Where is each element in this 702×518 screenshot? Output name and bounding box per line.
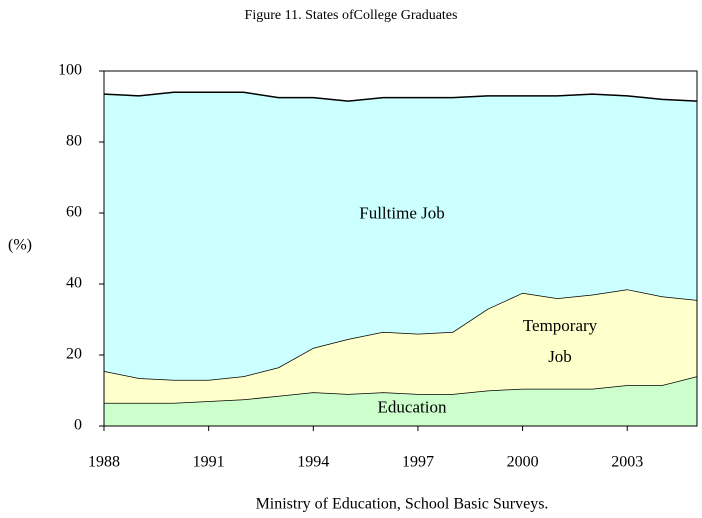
- area: [104, 92, 697, 380]
- y-tick-label: 20: [66, 346, 82, 363]
- y-tick-label: 100: [58, 62, 82, 79]
- area: [104, 376, 697, 426]
- x-tick-label: 2003: [611, 454, 643, 471]
- y-tick-label: 0: [74, 417, 82, 434]
- x-tick-label: 1991: [193, 454, 225, 471]
- y-tick-label: 60: [66, 204, 82, 221]
- area-edge: [103, 91, 698, 102]
- area-label: Temporary Job: [522, 316, 598, 366]
- y-axis-label: (%): [8, 237, 32, 254]
- y-tick-label: 80: [66, 133, 82, 150]
- x-tick-label: 1994: [297, 454, 329, 471]
- area-label: Education: [377, 397, 447, 417]
- area-label: Fulltime Job: [359, 203, 445, 223]
- chart-title: Figure 11. States ofCollege Graduates: [245, 8, 458, 23]
- y-tick-label: 40: [66, 275, 82, 292]
- x-tick-label: 1997: [402, 454, 434, 471]
- source-note: Ministry of Education, School Basic Surv…: [256, 496, 549, 513]
- x-tick-label: 2000: [507, 454, 539, 471]
- plot-frame: [103, 70, 698, 427]
- x-tick-label: 1988: [88, 454, 120, 471]
